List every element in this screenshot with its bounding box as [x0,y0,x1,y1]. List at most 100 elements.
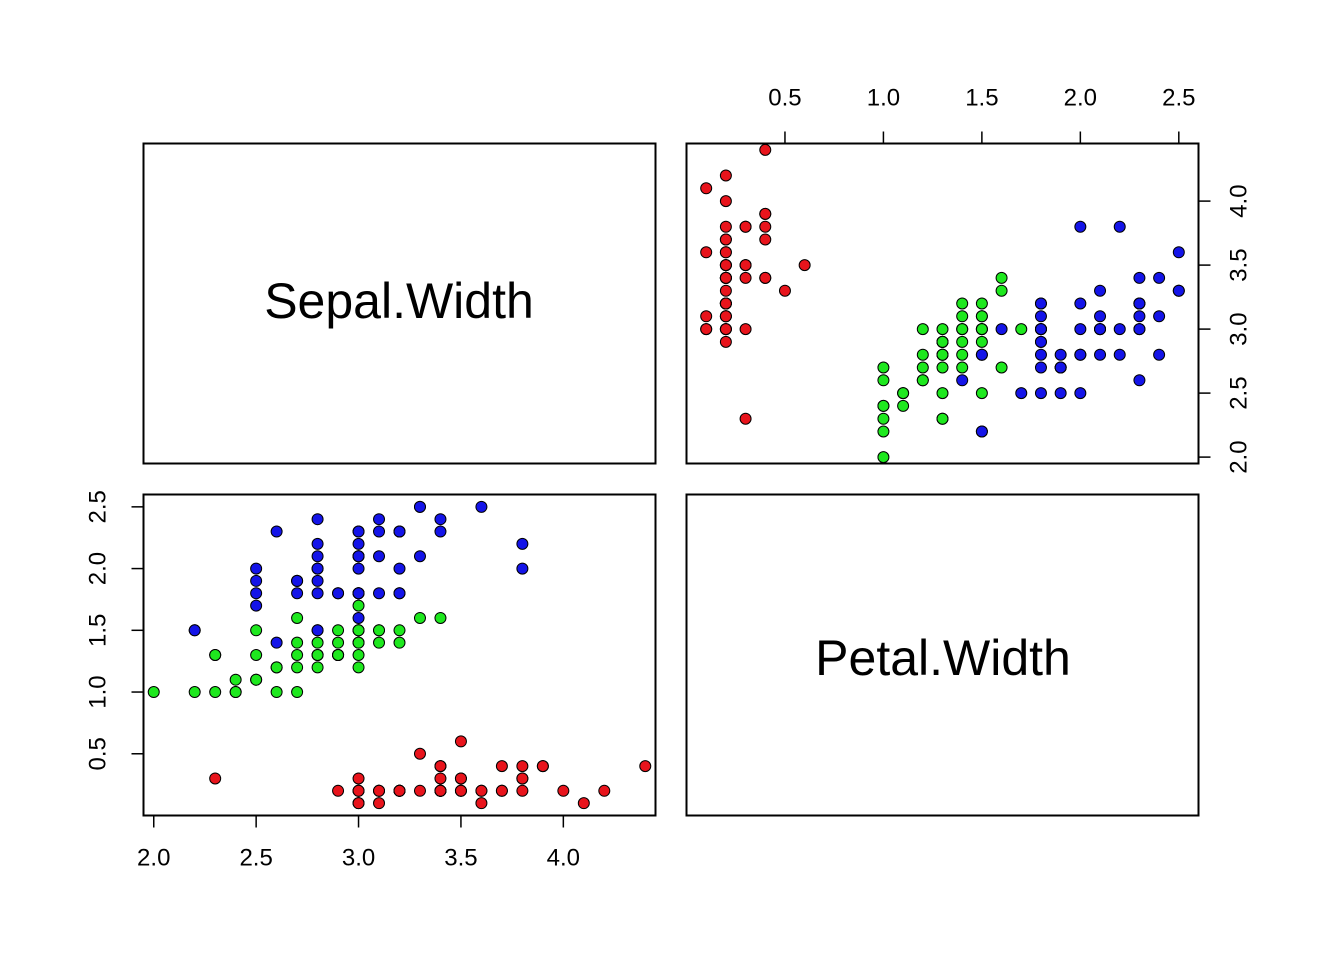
right-axis-tick-label: 3.0 [1226,312,1253,345]
point-top-right-virginica [1113,220,1126,233]
point-top-right-virginica [975,425,988,438]
point-top-right-setosa [739,412,752,425]
point-top-right-virginica [1133,374,1146,387]
point-bottom-left-virginica [291,574,304,587]
point-bottom-left-versicolor [291,611,304,624]
point-bottom-left-virginica [373,513,386,526]
point-top-right-virginica [1074,297,1087,310]
axes-group: 2.0 2.5 3.0 3.5 4.0 0.5 1.0 1.5 2.0 2.5 2.0 2.5 3.0 3… [85,85,1253,872]
point-bottom-left-setosa [454,784,467,797]
point-bottom-left-virginica [250,587,263,600]
point-top-right-setosa [719,195,732,208]
point-bottom-left-versicolor [311,649,324,661]
bottom-axis-tick-label: 3.0 [342,845,375,872]
bottom-axis-tick-label: 2.5 [239,845,272,872]
point-bottom-left-versicolor [311,661,324,674]
point-top-right-virginica [1054,387,1067,400]
point-top-right-versicolor [956,348,969,361]
point-top-right-versicolor [975,387,988,400]
point-top-right-setosa [759,271,772,284]
point-bottom-left-virginica [311,574,324,587]
point-bottom-left-virginica [311,562,324,575]
bottom-axis-tick-label: 4.0 [547,845,580,872]
point-bottom-left-versicolor [270,686,283,699]
point-top-right-setosa [700,182,713,195]
point-bottom-left-setosa [495,760,508,773]
point-bottom-left-setosa [475,797,488,810]
point-top-right-setosa [798,259,811,272]
point-bottom-left-setosa [373,797,386,810]
point-bottom-left-versicolor [352,649,365,661]
point-top-right-versicolor [995,361,1008,374]
point-bottom-left-virginica [250,574,263,587]
point-bottom-left-versicolor [291,649,304,661]
point-bottom-left-setosa [454,772,467,785]
point-top-right-virginica [1074,220,1087,233]
point-bottom-left-versicolor [291,686,304,699]
point-top-right-setosa [759,143,772,156]
point-top-right-virginica [1074,348,1087,361]
point-bottom-left-setosa [639,760,652,773]
point-bottom-left-virginica [311,550,324,563]
point-bottom-left-virginica [393,562,406,575]
top-axis-tick-label: 0.5 [768,85,801,112]
point-bottom-left-setosa [332,784,345,797]
point-bottom-left-setosa [393,784,406,797]
point-top-right-versicolor [975,310,988,323]
point-bottom-left-virginica [516,562,529,575]
point-bottom-left-virginica [188,624,201,637]
point-bottom-left-setosa [516,784,529,797]
point-bottom-left-virginica [393,587,406,600]
point-bottom-left-versicolor [147,686,160,699]
point-bottom-left-setosa [434,784,447,797]
point-top-right-versicolor [956,323,969,336]
point-bottom-left-virginica [270,636,283,649]
point-top-right-virginica [1153,271,1166,284]
point-bottom-left-versicolor [352,624,365,637]
point-bottom-left-setosa [413,784,426,797]
point-top-right-versicolor [936,348,949,361]
point-top-right-versicolor [936,323,949,336]
point-bottom-left-versicolor [352,661,365,674]
point-bottom-left-virginica [332,587,345,600]
point-bottom-left-setosa [352,784,365,797]
point-top-right-setosa [719,169,732,182]
point-bottom-left-versicolor [332,624,345,637]
point-top-right-virginica [1094,284,1107,297]
point-top-right-virginica [1153,310,1166,323]
point-top-right-setosa [739,259,752,272]
point-top-right-virginica [1074,387,1087,400]
top-axis-tick-label: 1.0 [867,85,900,112]
point-bottom-left-virginica [311,587,324,600]
point-bottom-left-setosa [209,772,222,785]
point-bottom-left-versicolor [291,661,304,674]
bottom-axis-tick-label: 2.0 [137,845,170,872]
point-top-right-versicolor [877,361,890,374]
point-top-right-versicolor [956,310,969,323]
point-bottom-left-setosa [352,797,365,810]
diag-label-sepal-width: Sepal.Width [264,273,534,329]
point-bottom-left-versicolor [250,673,263,686]
point-bottom-left-setosa [373,784,386,797]
point-bottom-left-virginica [373,525,386,538]
point-bottom-left-virginica [475,500,488,513]
point-top-right-versicolor [916,374,929,387]
point-bottom-left-virginica [250,562,263,575]
point-bottom-left-virginica [373,550,386,563]
point-bottom-left-virginica [270,525,283,538]
point-bottom-left-setosa [352,772,365,785]
point-bottom-left-virginica [352,550,365,563]
point-bottom-left-versicolor [413,611,426,624]
left-axis-tick-label: 2.0 [85,552,112,585]
point-top-right-setosa [700,246,713,259]
point-top-right-setosa [719,271,732,284]
point-bottom-left-setosa [475,784,488,797]
point-top-right-versicolor [995,271,1008,284]
point-top-right-setosa [739,220,752,233]
point-top-right-virginica [995,323,1008,336]
point-top-right-versicolor [936,387,949,400]
point-top-right-virginica [1133,310,1146,323]
point-bottom-left-virginica [413,550,426,563]
point-top-right-virginica [1113,323,1126,336]
point-top-right-virginica [1034,297,1047,310]
